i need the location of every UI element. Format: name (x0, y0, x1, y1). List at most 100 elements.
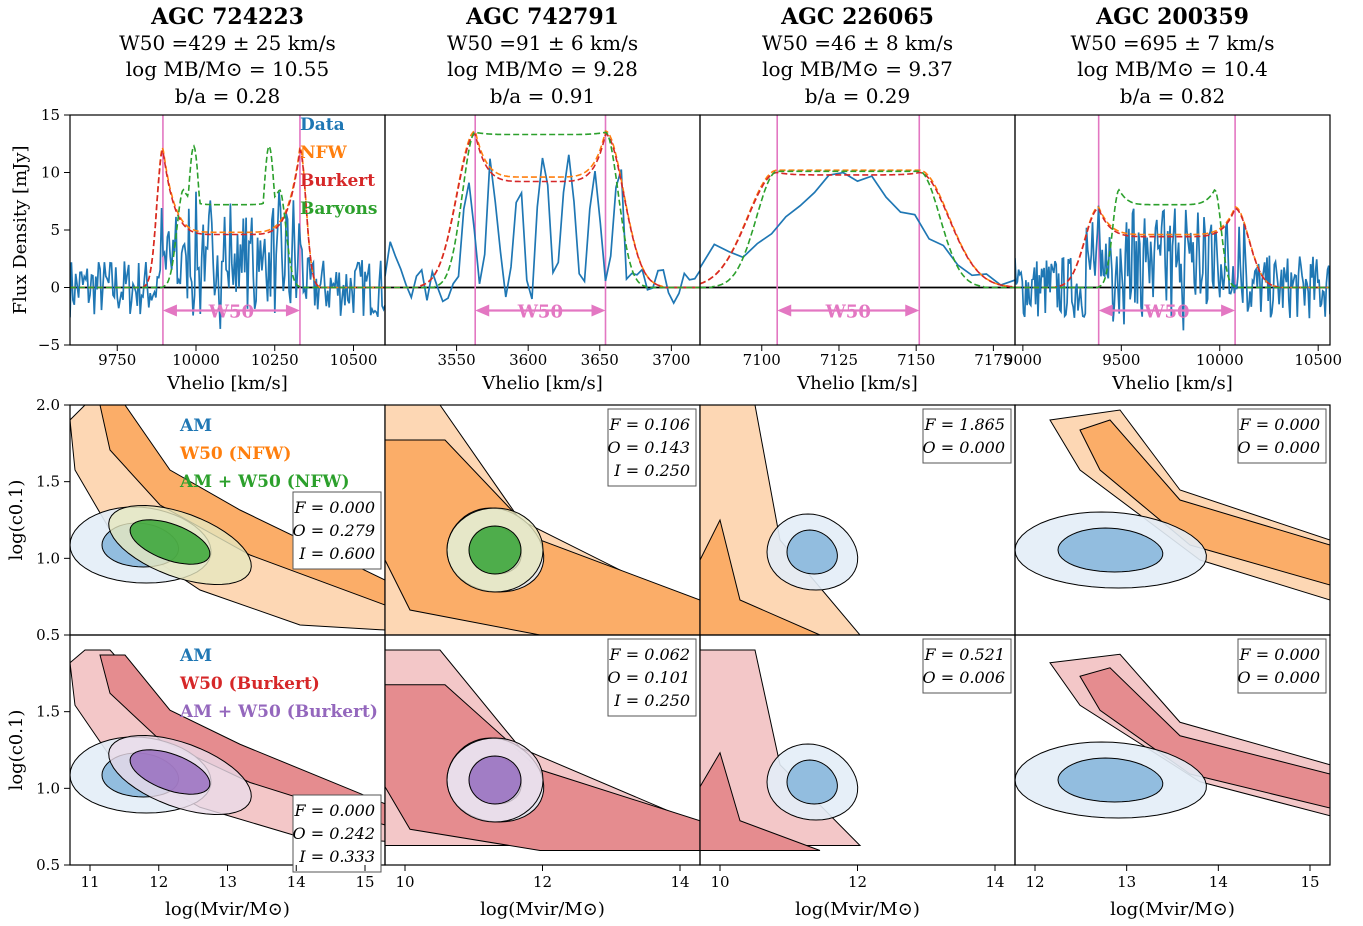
burkert-contour-panel: F = 0.000O = 0.242I = 0.3330.51.01.5log(… (6, 635, 385, 920)
stats-text: O = 0.000 (923, 438, 1006, 457)
legend-entry: Data (300, 115, 345, 135)
y-tick-label: 5 (50, 221, 60, 239)
burkert-contour-panel: F = 0.062 O = 0.101 I = 0.250 10 12 14 log(Mvi… (385, 635, 700, 920)
w50-value: W50 =91 ± 6 km/s (447, 31, 638, 55)
w50-arrowhead (777, 305, 791, 317)
x-tick-label: 3600 (509, 351, 547, 369)
x-tick-label: 10500 (1294, 351, 1342, 369)
x-tick-label: 7100 (743, 351, 781, 369)
x-tick-label: 10250 (251, 351, 299, 369)
nfw-model-line (385, 131, 700, 287)
y-tick-label: 1.5 (36, 473, 60, 491)
x-tick-label: 12 (533, 873, 552, 891)
y-axis-label: log(c0.1) (6, 710, 27, 791)
stats-text: I = 0.333 (298, 847, 375, 866)
x-tick-label: 13 (218, 873, 237, 891)
nfw-contour-panel: F = 0.000 O = 0.279 I = 0.600 0.5 1.0 1.5 2.0 l… (6, 396, 385, 644)
joint-contour-inner (469, 756, 521, 804)
w50-arrowhead (163, 305, 177, 317)
w50-value: W50 =429 ± 25 km/s (119, 31, 336, 55)
x-tick-label: 13 (1117, 873, 1136, 891)
y-tick-label: 0 (50, 279, 60, 297)
x-tick-label: 9000 (1004, 351, 1042, 369)
x-tick-label: 15 (355, 873, 374, 891)
x-tick-label: 3700 (652, 351, 690, 369)
stats-text: F = 0.521 (924, 645, 1005, 664)
legend-entry: Burkert (300, 171, 375, 191)
stellar-mass: log MB/M⊙ = 9.37 (762, 57, 953, 81)
axis-ratio: b/a = 0.82 (1120, 84, 1225, 108)
x-tick-label: 7150 (897, 351, 935, 369)
x-tick-label: 10000 (172, 351, 220, 369)
x-tick-label: 10500 (330, 351, 378, 369)
x-axis-label: Vhelio [km/s] (166, 373, 288, 394)
y-tick-label: 1.0 (36, 549, 60, 567)
stats-text: F = 0.000 (1239, 415, 1320, 434)
stats-text: I = 0.250 (613, 461, 690, 480)
w50-value: W50 =46 ± 8 km/s (762, 31, 953, 55)
x-axis-label: log(Mvir/M⊙) (165, 899, 290, 920)
x-tick-label: 14 (287, 873, 306, 891)
burkert-contour-panel: F = 0.521 O = 0.006 10 12 14 log(Mvir/M⊙) (700, 635, 1015, 920)
x-tick-label: 12 (1025, 873, 1044, 891)
y-tick-label: 1.0 (36, 779, 60, 797)
stats-text: O = 0.006 (923, 668, 1006, 687)
spectrum-panel: W503550 3600 3650 3700Vhelio [km/s] (385, 115, 700, 394)
legend-entry: AM (179, 646, 212, 666)
stellar-mass: log MB/M⊙ = 10.4 (1077, 57, 1268, 81)
x-axis-label: log(Mvir/M⊙) (795, 899, 920, 920)
baryons-model-line (700, 171, 1015, 287)
x-tick-label: 15 (1300, 873, 1319, 891)
y-tick-label: 0.5 (36, 856, 60, 874)
x-axis-label: Vhelio [km/s] (1111, 373, 1233, 394)
legend-entry: W50 (Burkert) (179, 674, 320, 694)
data-series-line (700, 173, 1015, 286)
stats-text: F = 0.106 (609, 415, 690, 434)
y-tick-label: 10 (41, 164, 60, 182)
panel-title: AGC 200359 (1095, 4, 1249, 30)
w50-arrowhead (905, 305, 919, 317)
x-tick-label: 9500 (1102, 351, 1140, 369)
burkert-contour-panel: F = 0.000O = 0.00012 13 14 15log(Mvir/M⊙) (1015, 635, 1330, 920)
stellar-mass: log MB/M⊙ = 9.28 (447, 57, 638, 81)
w50-arrowhead (475, 305, 489, 317)
w50-arrowhead (1221, 305, 1235, 317)
legend-entry: AM + W50 (Burkert) (179, 702, 378, 722)
spectrum-panel: W50 7100 7125 7150 7175 Vhelio [km/s] (700, 115, 1015, 394)
x-tick-label: 12 (149, 873, 168, 891)
stats-text: O = 0.000 (1238, 668, 1321, 687)
spectrum-panel: W509000 9500 10000 10500Vhelio [km/s] (1004, 115, 1342, 394)
legend-entry: Baryons (300, 199, 378, 219)
x-tick-label: 11 (80, 873, 99, 891)
x-tick-label: 3650 (581, 351, 619, 369)
x-tick-label: 14 (1209, 873, 1228, 891)
y-axis-label: Flux Density [mJy] (10, 145, 31, 314)
w50-arrowhead (1099, 305, 1113, 317)
stats-text: F = 0.000 (294, 801, 375, 820)
stats-text: O = 0.279 (293, 521, 376, 540)
x-tick-label: 3550 (437, 351, 475, 369)
nfw-contour-panel: F = 1.865O = 0.000 (700, 405, 1015, 635)
burkert-model-line (385, 134, 700, 287)
y-tick-label: −5 (38, 336, 60, 354)
panel-title: AGC 226065 (780, 4, 934, 30)
legend-entry: AM (179, 416, 212, 436)
w50-label: W50 (208, 302, 254, 323)
joint-contour-inner (469, 526, 521, 574)
stats-text: F = 0.000 (294, 498, 375, 517)
x-axis-label: log(Mvir/M⊙) (1110, 899, 1235, 920)
w50-label: W50 (825, 302, 871, 323)
w50-label: W50 (1143, 302, 1189, 323)
x-tick-label: 10 (395, 873, 414, 891)
baryons-model-line (385, 132, 700, 287)
legend-entry: AM + W50 (NFW) (179, 472, 350, 492)
x-tick-label: 12 (848, 873, 867, 891)
x-axis-label: Vhelio [km/s] (481, 373, 603, 394)
stellar-mass: log MB/M⊙ = 10.55 (126, 57, 329, 81)
x-tick-label: 14 (670, 873, 689, 891)
axis-ratio: b/a = 0.29 (805, 84, 910, 108)
spectrum-panel: W50 9750 10000 10250 10500 Vhelio [km/s] −5 0 5 1… (10, 106, 385, 394)
axis-ratio: b/a = 0.28 (175, 84, 280, 108)
axis-ratio: b/a = 0.91 (490, 84, 595, 108)
